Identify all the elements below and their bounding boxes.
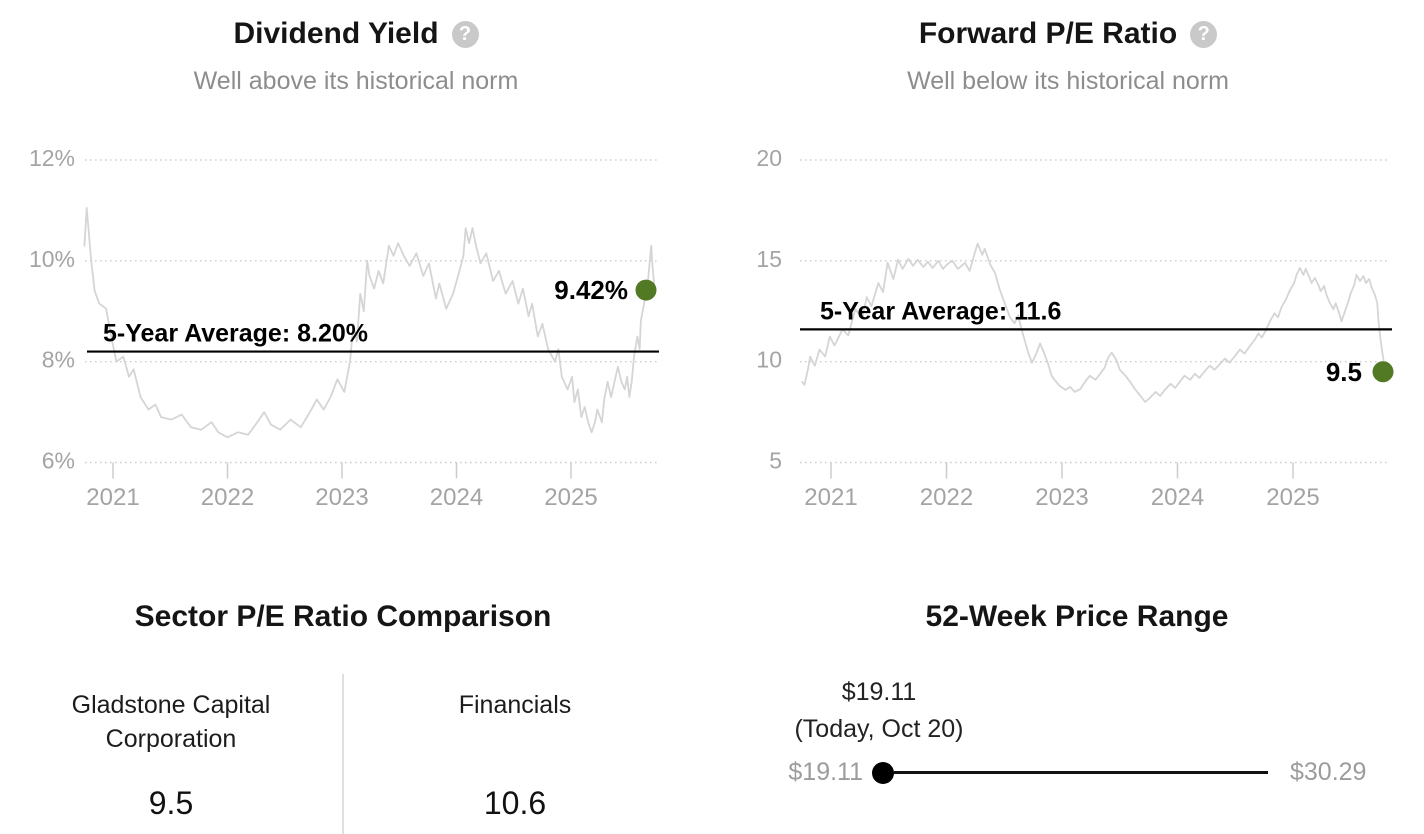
- y-axis-label: 20: [756, 145, 782, 171]
- help-icon[interactable]: ?: [1190, 20, 1218, 48]
- current-value-label: 9.42%: [554, 275, 628, 305]
- dividend-yield-title-row: Dividend Yield ?: [0, 17, 712, 51]
- today-price-note: (Today, Oct 20): [794, 715, 964, 743]
- price-range-title: 52-Week Price Range: [925, 600, 1229, 633]
- current-value-dot: [1372, 361, 1394, 383]
- x-axis-label: 2022: [920, 484, 973, 511]
- series-line: [83, 207, 656, 439]
- x-axis-label: 2022: [201, 484, 254, 511]
- x-axis-label: 2021: [804, 484, 857, 511]
- sector-pe-value: 10.6: [483, 785, 547, 821]
- sector-column: Financials 10.6: [342, 674, 686, 834]
- sector-name: Financials: [458, 691, 572, 719]
- sector-pe-comparison-panel: Sector P/E Ratio Comparison Gladstone Ca…: [0, 592, 686, 834]
- dividend-yield-chart: 12% 10% 8% 6% 2021 2022 2023 2024 2025 5-Year Ave…: [29, 145, 660, 511]
- x-axis-label: 2025: [1266, 484, 1319, 511]
- sector-pe-comparison-title: Sector P/E Ratio Comparison: [134, 600, 552, 633]
- forward-pe-panel: Forward P/E Ratio ? Well below its histo…: [712, 0, 1424, 565]
- sector-pe-comparison-columns: Gladstone Capital Corporation 9.5 Financ…: [0, 674, 686, 834]
- today-price: $19.11: [841, 678, 917, 706]
- company-column: Gladstone Capital Corporation 9.5: [0, 674, 342, 834]
- series-line: [801, 242, 1387, 403]
- current-value-label: 9.5: [1326, 357, 1362, 387]
- y-axis-label: 6%: [42, 448, 75, 474]
- average-label: 5-Year Average: 11.6: [820, 297, 1061, 325]
- x-axis-label: 2024: [1151, 484, 1204, 511]
- price-range-track: [894, 771, 1268, 774]
- x-axis-label: 2025: [544, 484, 597, 511]
- dividend-yield-subtitle: Well above its historical norm: [193, 67, 519, 95]
- price-range-handle-dot: [872, 761, 894, 784]
- average-label: 5-Year Average: 8.20%: [103, 320, 368, 348]
- y-axis-label: 12%: [29, 145, 75, 171]
- price-range-slider: $19.11 $30.29: [760, 758, 1394, 787]
- price-range-panel: 52-Week Price Range $19.11 (Today, Oct 2…: [760, 592, 1394, 834]
- y-axis-label: 10%: [29, 246, 75, 272]
- price-range-max-label: $30.29: [1290, 758, 1367, 786]
- y-axis-label: 15: [756, 246, 782, 272]
- x-axis-label: 2023: [1035, 484, 1088, 511]
- company-pe-value: 9.5: [148, 785, 194, 821]
- y-axis-label: 10: [756, 347, 782, 373]
- help-icon[interactable]: ?: [451, 20, 479, 48]
- y-axis-label: 5: [769, 448, 782, 474]
- x-axis-label: 2024: [430, 484, 483, 511]
- forward-pe-chart: 20 15 10 5 2021 2022 2023 2024 2025 5-Year Averag…: [756, 145, 1394, 511]
- y-axis-label: 8%: [42, 347, 75, 373]
- forward-pe-title: Forward P/E Ratio: [918, 17, 1178, 50]
- current-value-dot: [635, 279, 657, 301]
- price-range-min-label: $19.11: [788, 758, 863, 786]
- today-price-label: $19.11 (Today, Oct 20): [769, 674, 989, 748]
- dividend-yield-title: Dividend Yield: [233, 17, 439, 50]
- x-axis-label: 2021: [86, 484, 139, 511]
- forward-pe-subtitle: Well below its historical norm: [907, 67, 1229, 95]
- company-name: Gladstone Capital Corporation: [71, 691, 271, 753]
- dividend-yield-panel: Dividend Yield ? Well above its historic…: [0, 0, 712, 565]
- x-axis-label: 2023: [315, 484, 368, 511]
- forward-pe-title-row: Forward P/E Ratio ?: [712, 17, 1424, 51]
